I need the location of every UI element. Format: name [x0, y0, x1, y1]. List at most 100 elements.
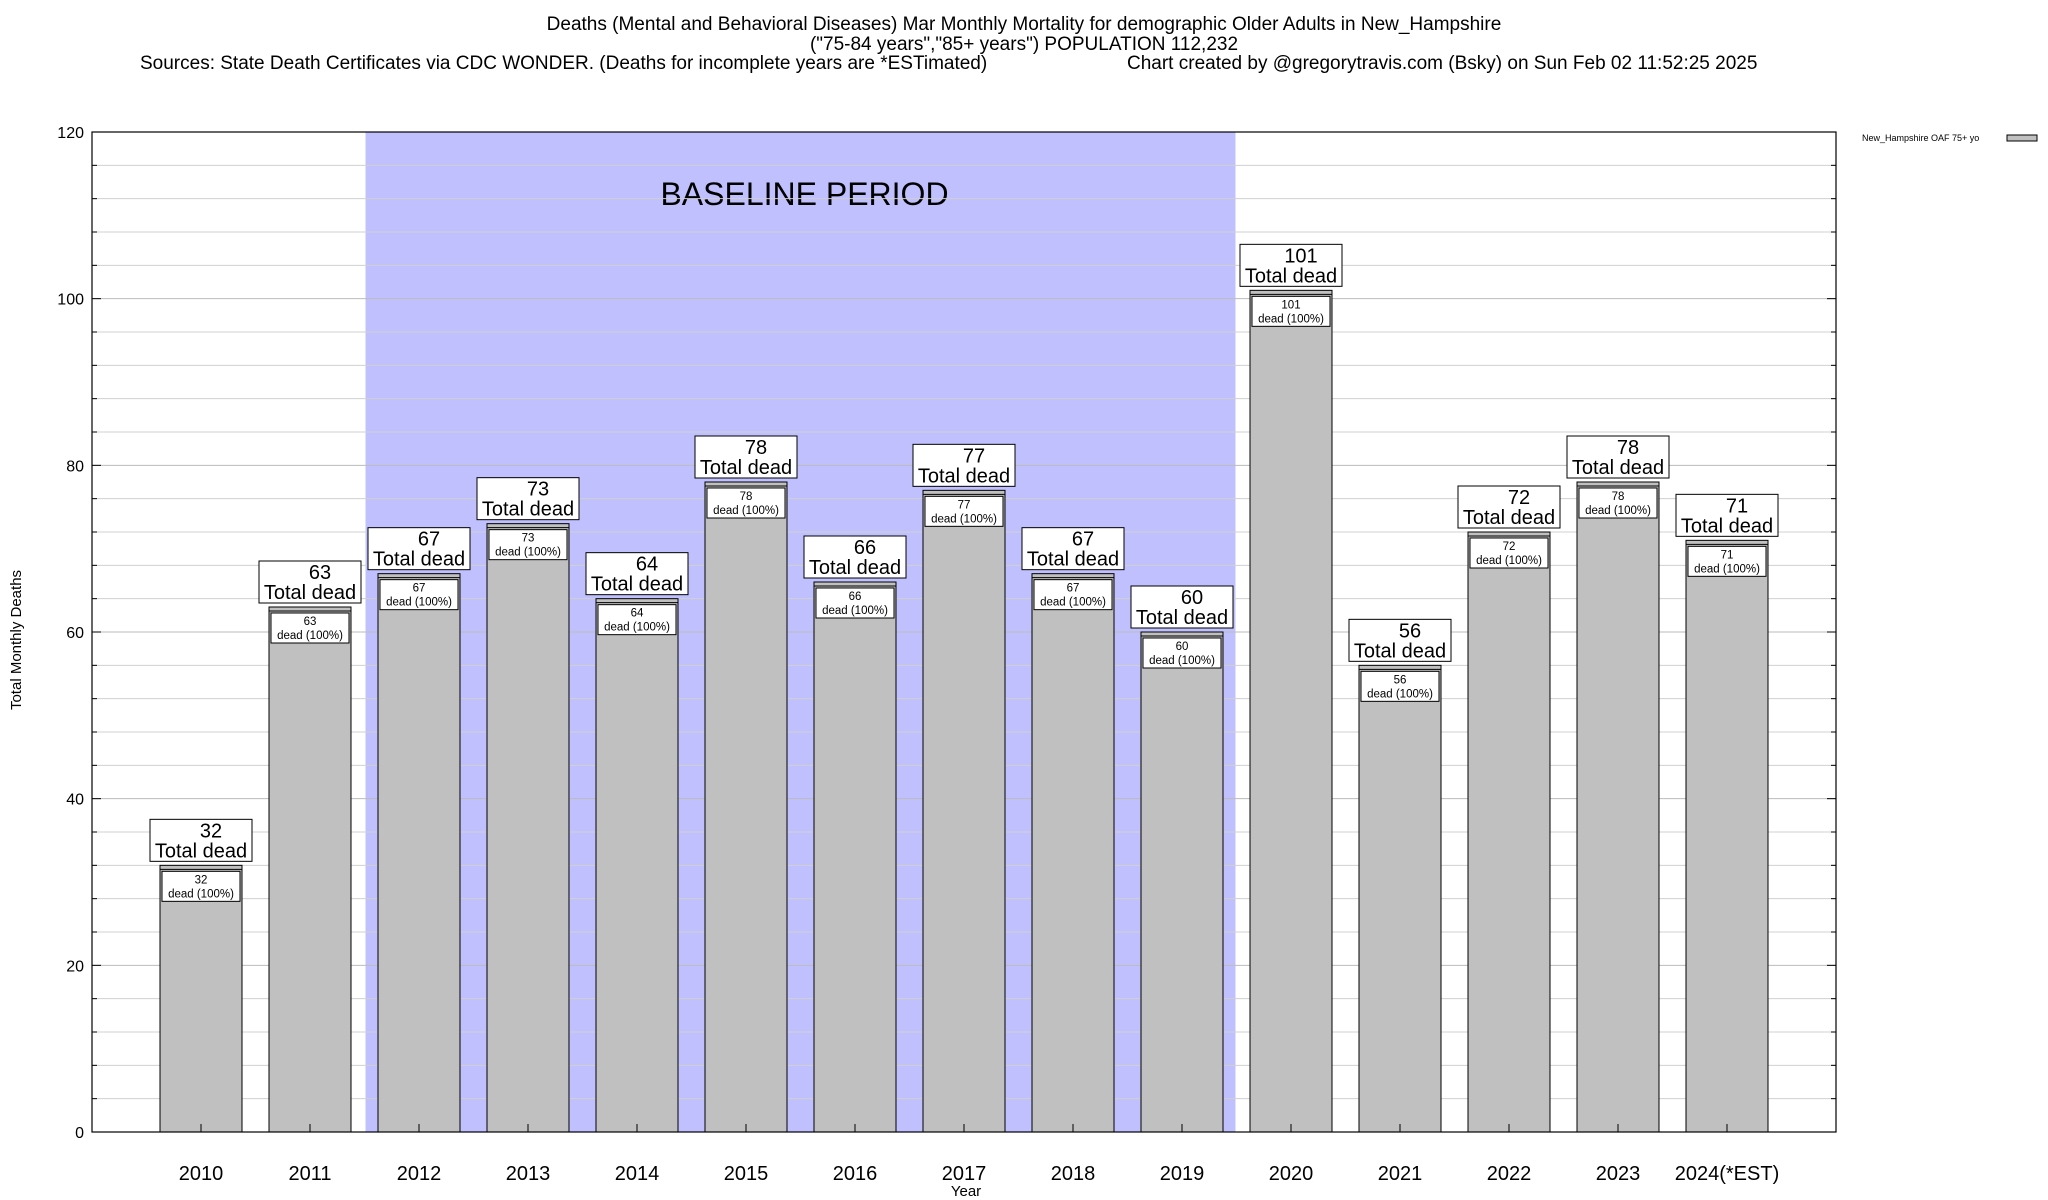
- bar-2015: [704, 481, 788, 1133]
- y-tick-label: 40: [66, 792, 84, 809]
- legend-swatch: [2006, 134, 2038, 142]
- inner-label-value: 77: [958, 499, 971, 511]
- bar-2010: [159, 864, 243, 1133]
- inner-label-text: dead (100%): [277, 630, 343, 642]
- inner-label-text: dead (100%): [495, 547, 561, 559]
- x-tick-label: 2011: [288, 1163, 331, 1185]
- inner-label-box: [488, 529, 568, 561]
- inner-label-box: [815, 587, 895, 619]
- inner-label-value: 60: [1176, 641, 1189, 653]
- inner-label-box: [597, 604, 677, 636]
- top-label-value: 72: [1508, 487, 1530, 509]
- top-label-value: 67: [1072, 529, 1094, 551]
- inner-label-box: [161, 870, 241, 902]
- inner-label-value: 67: [413, 583, 426, 595]
- inner-label-value: 64: [631, 608, 644, 620]
- inner-label-value: 66: [849, 591, 862, 603]
- top-label-value: 71: [1726, 495, 1748, 517]
- top-label-box: [1130, 585, 1234, 629]
- top-label-box: [1021, 527, 1125, 571]
- x-tick-label: 2021: [1378, 1163, 1423, 1185]
- y-tick-label: 80: [66, 458, 84, 475]
- baseline-label: BASELINE PERIOD: [660, 176, 948, 212]
- inner-label-box: [1578, 487, 1658, 519]
- y-tick-label: 100: [57, 292, 84, 309]
- top-label-text: Total dead: [1463, 507, 1555, 529]
- y-tick-label: 60: [66, 625, 84, 642]
- top-label-text: Total dead: [1681, 515, 1773, 537]
- x-tick-label: 2022: [1487, 1163, 1532, 1185]
- top-label-box: [585, 552, 689, 596]
- inner-label-text: dead (100%): [1258, 313, 1324, 325]
- top-label-text: Total dead: [155, 840, 247, 862]
- top-label-text: Total dead: [1354, 640, 1446, 662]
- inner-label-value: 78: [1612, 491, 1625, 503]
- inner-label-box: [379, 579, 459, 611]
- inner-label-box: [924, 495, 1004, 527]
- top-label-text: Total dead: [1027, 549, 1119, 571]
- inner-label-text: dead (100%): [822, 605, 888, 617]
- top-label-box: [149, 818, 253, 862]
- bar-2014: [595, 598, 679, 1133]
- top-label-text: Total dead: [373, 549, 465, 571]
- top-label-box: [1348, 618, 1452, 662]
- inner-label-box: [1033, 579, 1113, 611]
- top-label-value: 66: [854, 537, 876, 559]
- inner-label-text: dead (100%): [931, 513, 997, 525]
- x-tick-label: 2019: [1160, 1163, 1205, 1185]
- bar-2018: [1031, 573, 1115, 1133]
- bar-2023: [1576, 481, 1660, 1133]
- inner-label-box: [1251, 295, 1331, 327]
- top-label-box: [476, 477, 580, 521]
- top-label-value: 77: [963, 445, 985, 467]
- chart-title: Deaths (Mental and Behavioral Diseases) …: [546, 14, 1502, 35]
- x-tick-label: 2012: [397, 1163, 442, 1185]
- top-label-text: Total dead: [482, 499, 574, 521]
- y-tick-label: 120: [57, 125, 84, 142]
- top-label-text: Total dead: [1245, 265, 1337, 287]
- top-label-value: 73: [527, 479, 549, 501]
- legend-label: New_Hampshire OAF 75+ yo: [1862, 133, 1979, 143]
- bar-2016: [813, 581, 897, 1133]
- bar-2019: [1140, 631, 1224, 1133]
- y-tick-label: 20: [66, 958, 84, 975]
- chart-header: Deaths (Mental and Behavioral Diseases) …: [0, 0, 2048, 90]
- inner-label-text: dead (100%): [713, 505, 779, 517]
- chart-credit: Chart created by @gregorytravis.com (Bsk…: [1127, 53, 1758, 74]
- top-label-value: 56: [1399, 620, 1421, 642]
- inner-label-text: dead (100%): [168, 888, 234, 900]
- inner-label-value: 56: [1394, 674, 1407, 686]
- x-tick-label: 2013: [506, 1163, 551, 1185]
- inner-label-text: dead (100%): [1040, 597, 1106, 609]
- bars: [159, 289, 1769, 1133]
- bar-2021: [1358, 664, 1442, 1133]
- inner-label-value: 32: [195, 874, 208, 886]
- top-label-box: [912, 443, 1016, 487]
- top-label-box: [258, 560, 362, 604]
- inner-label-value: 72: [1503, 541, 1516, 553]
- x-tick-label: 2018: [1051, 1163, 1096, 1185]
- top-label-text: Total dead: [264, 582, 356, 604]
- top-label-box: [803, 535, 907, 579]
- inner-label-value: 67: [1067, 583, 1080, 595]
- inner-label-text: dead (100%): [604, 622, 670, 634]
- top-label-value: 101: [1284, 245, 1317, 267]
- top-label-value: 67: [418, 529, 440, 551]
- top-label-value: 78: [745, 437, 767, 459]
- x-tick-label: 2024(*EST): [1675, 1163, 1780, 1185]
- top-label-value: 60: [1181, 587, 1203, 609]
- chart-subtitle: ("75-84 years","85+ years") POPULATION 1…: [809, 34, 1239, 55]
- inner-label-value: 73: [522, 533, 535, 545]
- y-tick-label: 0: [75, 1125, 84, 1142]
- x-tick-label: 2020: [1269, 1163, 1314, 1185]
- top-label-value: 64: [636, 554, 658, 576]
- x-tick-label: 2015: [724, 1163, 769, 1185]
- legend: New_Hampshire OAF 75+ yo: [1862, 133, 2038, 143]
- top-label-text: Total dead: [700, 457, 792, 479]
- bar-2012: [377, 573, 461, 1133]
- bar-2013: [486, 523, 570, 1133]
- x-axis-label: Year: [951, 1183, 981, 1200]
- top-label-text: Total dead: [1572, 457, 1664, 479]
